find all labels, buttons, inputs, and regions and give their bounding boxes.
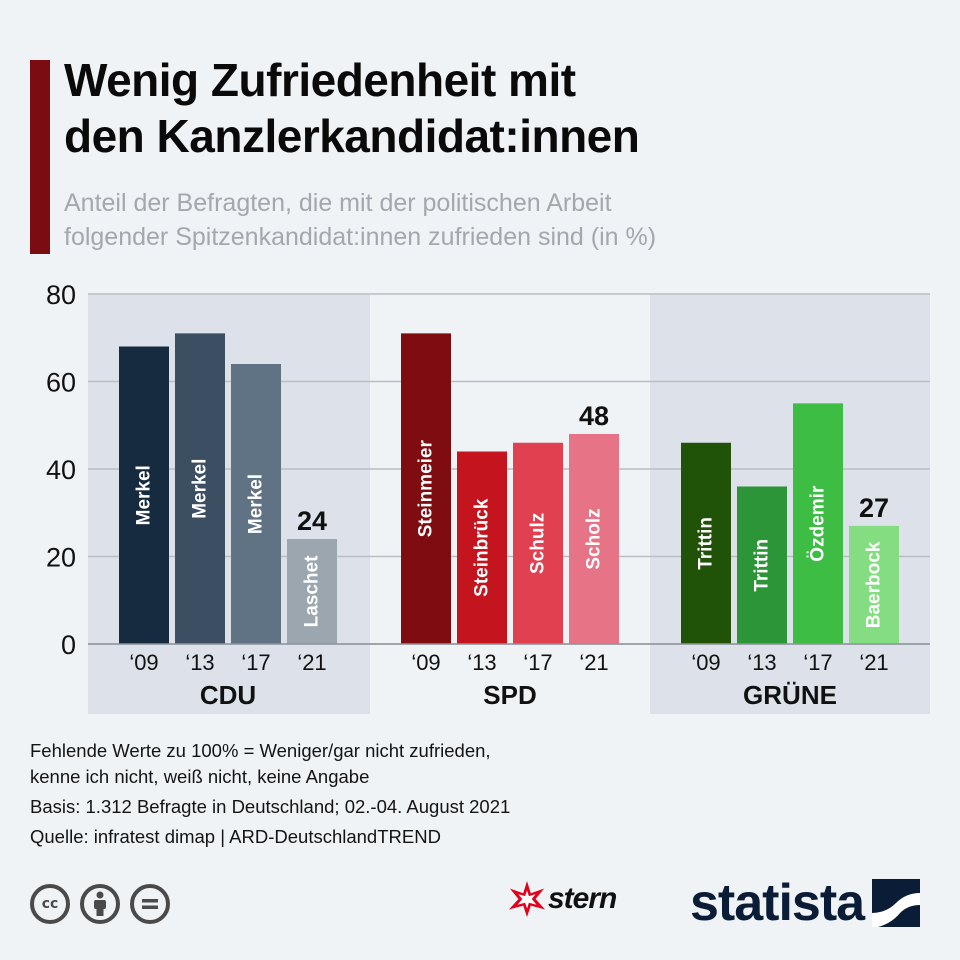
- x-tick-label: ‘09: [691, 650, 720, 675]
- x-tick-label: ‘21: [579, 650, 608, 675]
- equals-icon: [142, 899, 158, 909]
- bar-candidate-label: Merkel: [134, 465, 155, 525]
- statista-mark-icon: [872, 879, 921, 927]
- bar-candidate-label: Laschet: [302, 555, 323, 627]
- y-tick-label: 20: [46, 543, 76, 573]
- bar-candidate-label: Özdemir: [808, 485, 829, 562]
- bar: [175, 333, 225, 644]
- cc-icon: cc: [30, 884, 70, 924]
- note-line-2: kenne ich nicht, weiß nicht, keine Angab…: [30, 766, 370, 787]
- bar-candidate-label: Schulz: [528, 513, 549, 574]
- title-accent-bar: [30, 60, 50, 254]
- chart-title-line-2: den Kanzlerkandidat:innen: [64, 110, 640, 162]
- chart-subtitle: Anteil der Befragten, die mit der politi…: [64, 186, 944, 254]
- x-tick-label: ‘13: [467, 650, 496, 675]
- bar: [849, 525, 899, 644]
- x-tick-label: ‘09: [411, 650, 440, 675]
- nd-equals-icon: [130, 884, 170, 924]
- license-icons: cc: [30, 884, 170, 924]
- bar-candidate-label: Scholz: [584, 508, 605, 569]
- by-attribution-icon: [80, 884, 120, 924]
- x-tick-label: ‘13: [185, 650, 214, 675]
- statista-wordmark: statista: [690, 874, 865, 932]
- y-tick-label: 0: [61, 630, 76, 660]
- person-icon: [94, 891, 106, 916]
- x-tick-label: ‘21: [859, 650, 888, 675]
- y-tick-label: 80: [46, 280, 76, 310]
- bar: [793, 403, 843, 644]
- bar-chart: 0 20 40 60 80 Merkel ‘09 Merkel ‘13 Merkel ‘17 Lasc…: [46, 280, 930, 714]
- chart-notes: Fehlende Werte zu 100% = Weniger/gar nic…: [30, 738, 510, 850]
- y-tick-label: 40: [46, 455, 76, 485]
- bar: [401, 333, 451, 644]
- chart-subtitle-line-2: folgender Spitzenkandidat:innen zufriede…: [64, 223, 657, 251]
- stern-wordmark: stern: [548, 882, 617, 915]
- data-label: 27: [859, 493, 889, 523]
- bar-candidate-label: Trittin: [696, 517, 717, 570]
- chart-title-line-1: Wenig Zufriedenheit mit: [64, 54, 576, 106]
- bar: [231, 364, 281, 644]
- bar-candidate-label: Merkel: [190, 459, 211, 519]
- bar-candidate-label: Steinmeier: [416, 440, 437, 538]
- bar-candidate-label: Merkel: [246, 474, 267, 534]
- x-tick-label: ‘13: [747, 650, 776, 675]
- bar: [457, 451, 507, 644]
- data-label: 24: [297, 506, 327, 536]
- group-label: CDU: [200, 680, 256, 710]
- stern-logo: stern: [508, 880, 617, 918]
- bar: [513, 442, 563, 644]
- bar: [287, 539, 337, 644]
- bar-candidate-label: Steinbrück: [472, 498, 493, 597]
- data-label: 48: [579, 401, 609, 431]
- x-tick-label: ‘17: [523, 650, 552, 675]
- bar: [119, 346, 169, 644]
- x-tick-label: ‘21: [297, 650, 326, 675]
- note-basis: Basis: 1.312 Befragte in Deutschland; 02…: [30, 796, 511, 817]
- bar: [681, 442, 731, 644]
- x-tick-label: ‘17: [241, 650, 270, 675]
- group-label: SPD: [483, 680, 536, 710]
- chart-title: Wenig Zufriedenheit mit den Kanzlerkandi…: [64, 52, 944, 164]
- bar: [569, 434, 619, 644]
- chart-subtitle-line-1: Anteil der Befragten, die mit der politi…: [64, 189, 612, 217]
- group-label: GRÜNE: [743, 680, 837, 710]
- y-tick-label: 60: [46, 368, 76, 398]
- bar: [737, 486, 787, 644]
- statista-logo: statista: [690, 873, 921, 933]
- bar-candidate-label: Trittin: [752, 539, 773, 592]
- x-tick-label: ‘17: [803, 650, 832, 675]
- x-tick-label: ‘09: [129, 650, 158, 675]
- note-line-1: Fehlende Werte zu 100% = Weniger/gar nic…: [30, 740, 491, 761]
- note-source: Quelle: infratest dimap | ARD-Deutschlan…: [30, 826, 441, 847]
- bar-candidate-label: Baerbock: [864, 541, 885, 628]
- stern-star-icon: [508, 880, 546, 918]
